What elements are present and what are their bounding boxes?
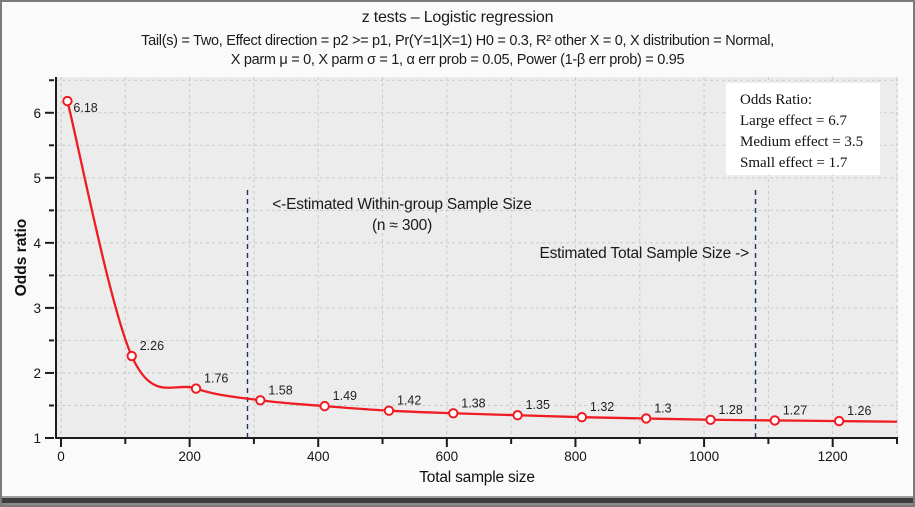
data-point-marker (769, 415, 781, 426)
chart-header: z tests – Logistic regression Tail(s) = … (2, 9, 913, 70)
annotation-within-group-sample-size: <-Estimated Within-group Sample Size (n … (252, 194, 552, 236)
x-tick-label: 0 (57, 449, 65, 464)
data-point-label: 1.58 (268, 383, 292, 397)
data-point-label: 1.28 (719, 403, 743, 417)
annotation-within-group-text: <-Estimated Within-group Sample Size (272, 196, 532, 213)
data-point-label: 1.32 (590, 400, 614, 414)
data-point-label: 1.42 (397, 394, 421, 408)
x-tick-label: 800 (564, 449, 587, 464)
x-axis-title: Total sample size (419, 469, 534, 486)
window-bottom-edge (2, 495, 913, 505)
y-tick-label: 1 (33, 431, 41, 446)
y-tick-label: 4 (33, 236, 41, 251)
data-point-marker (126, 350, 137, 362)
data-point-marker (255, 395, 266, 406)
data-point-marker (319, 400, 330, 412)
chart-title: z tests – Logistic regression (361, 9, 554, 26)
x-tick-label: 1200 (818, 449, 848, 464)
legend-item-small: Small effect = 1.7 (740, 155, 848, 171)
data-point-label: 1.49 (333, 389, 357, 403)
data-point-label: 1.26 (847, 404, 871, 418)
x-tick-label: 200 (178, 449, 201, 464)
legend-item-medium: Medium effect = 3.5 (740, 134, 864, 150)
legend-odds-ratio: Odds Ratio: Large effect = 6.7 Medium ef… (726, 83, 880, 175)
y-tick-label: 5 (33, 171, 41, 186)
data-point-marker (833, 415, 845, 427)
y-axis-title: Odds ratio (13, 219, 30, 297)
data-point-marker (448, 408, 459, 419)
x-tick-label: 600 (436, 449, 459, 464)
data-point-marker (576, 411, 588, 423)
x-tick-label: 400 (307, 449, 330, 464)
data-point-marker (512, 410, 523, 421)
data-point-label: 1.76 (204, 372, 228, 386)
annotation-total-sample-size: Estimated Total Sample Size -> (539, 245, 749, 262)
data-point-marker (705, 414, 716, 425)
y-tick-label: 3 (33, 301, 41, 316)
data-point-marker (62, 95, 73, 107)
data-point-label: 6.18 (73, 101, 97, 115)
legend-item-large: Large effect = 6.7 (740, 113, 848, 129)
data-point-marker (190, 383, 202, 394)
data-point-marker (383, 405, 395, 416)
chart-subtitle-line-1: Tail(s) = Two, Effect direction = p2 >= … (141, 33, 774, 49)
chart-subtitle-line-2: X parm μ = 0, X parm σ = 1, α err prob =… (230, 52, 685, 68)
y-tick-label: 6 (33, 106, 41, 121)
annotation-within-group-n: (n ≈ 300) (371, 217, 433, 234)
data-point-label: 1.27 (783, 403, 807, 417)
data-point-label: 1.35 (526, 398, 550, 412)
legend-title: Odds Ratio: (740, 92, 813, 108)
data-point-label: 2.26 (140, 339, 164, 353)
y-tick-label: 2 (33, 366, 41, 381)
data-point-label: 1.38 (461, 396, 485, 410)
x-tick-label: 1000 (689, 449, 719, 464)
data-point-label: 1.3 (654, 401, 671, 415)
data-point-marker (641, 413, 652, 424)
